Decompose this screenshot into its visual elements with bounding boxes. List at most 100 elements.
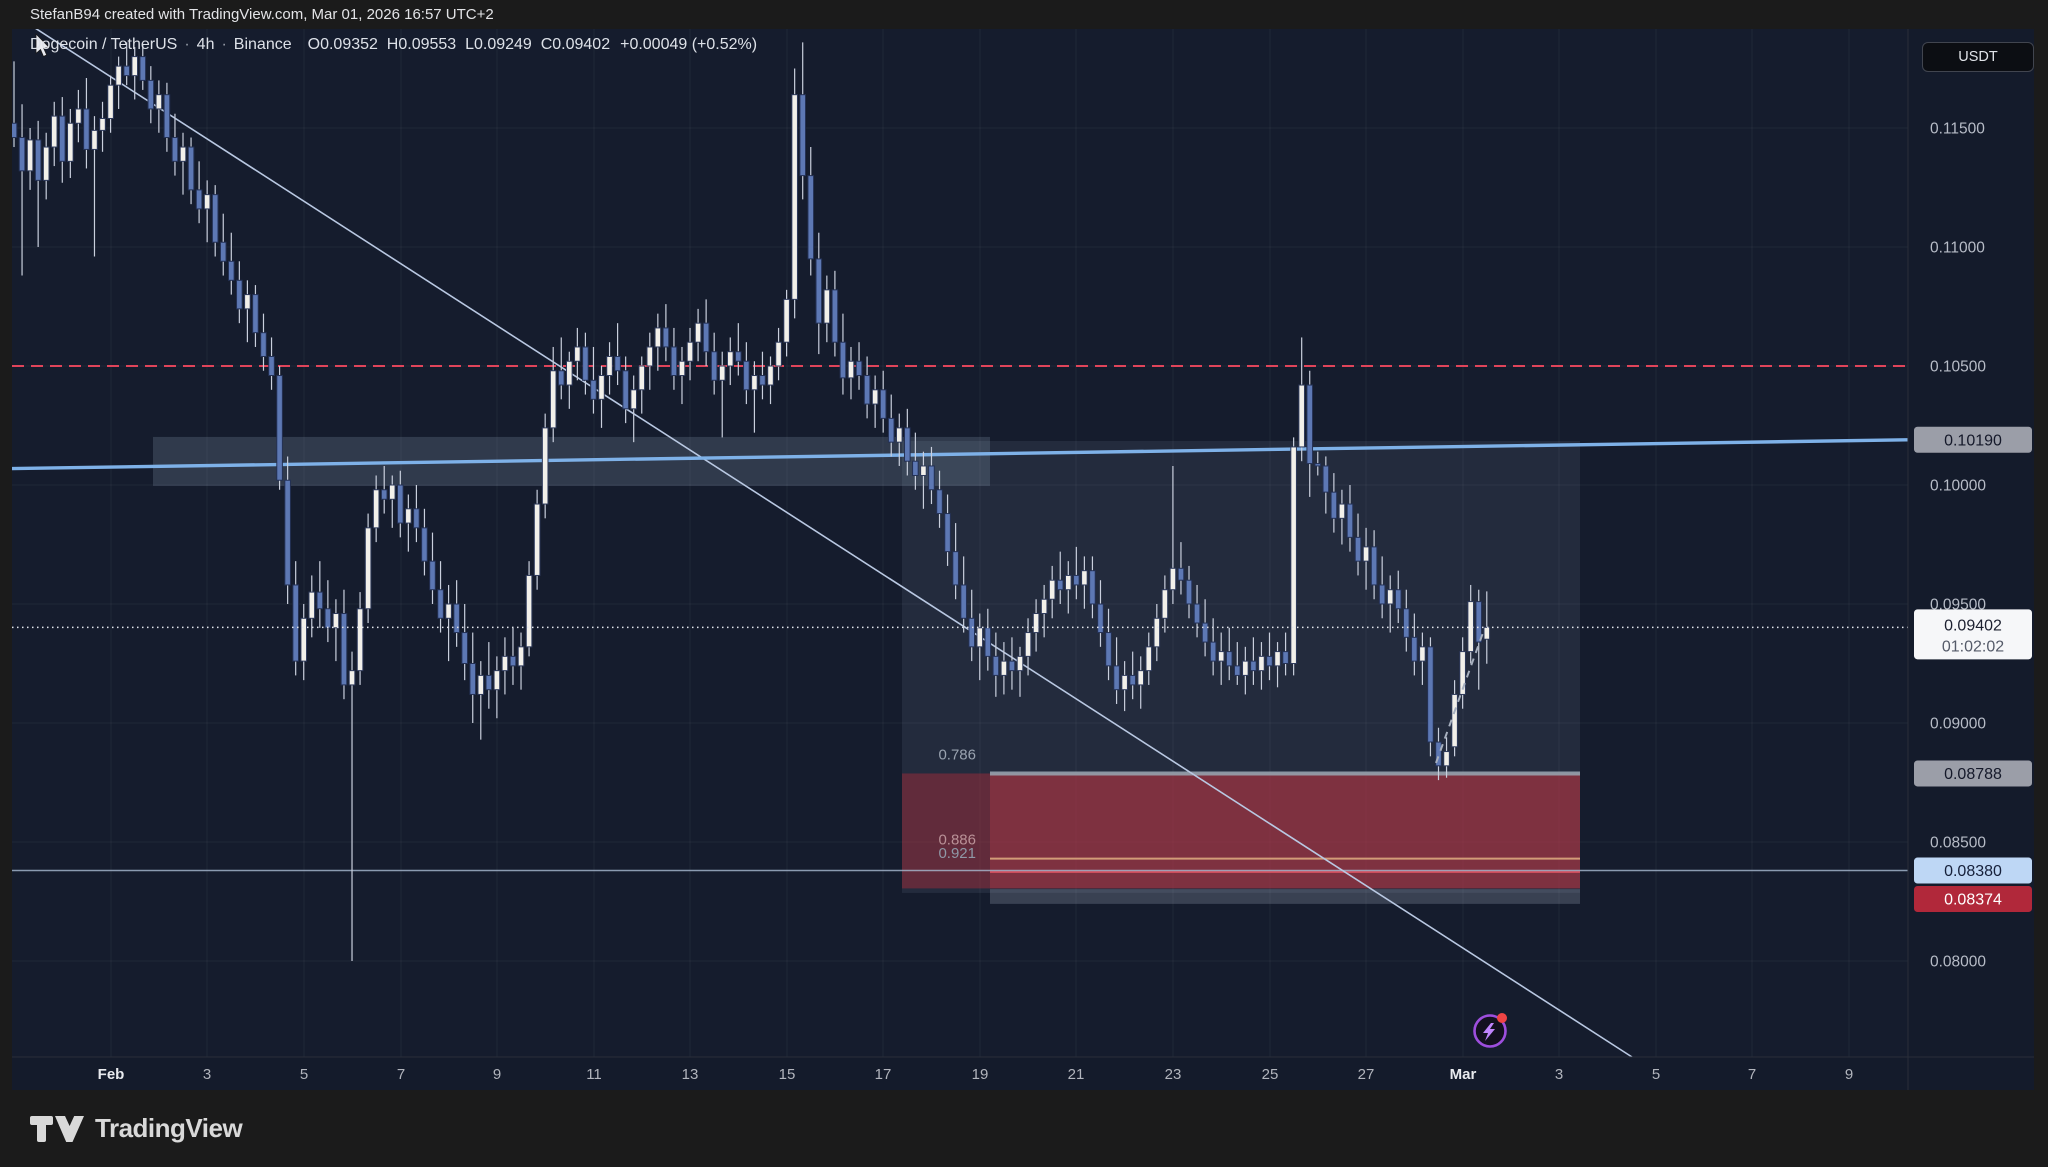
candle — [735, 351, 742, 362]
candle — [1137, 670, 1145, 686]
interval-label[interactable]: 4h — [196, 36, 215, 53]
candle — [50, 115, 58, 148]
price-tick-label: 0.10000 — [1930, 478, 1986, 495]
fib-band[interactable] — [902, 773, 1580, 889]
svg-text:0.08788: 0.08788 — [1944, 766, 2002, 783]
candle — [1129, 674, 1136, 686]
candle — [445, 603, 452, 619]
candle — [58, 115, 66, 162]
candle — [831, 289, 839, 343]
candle — [936, 489, 943, 515]
time-tick-label: 19 — [972, 1066, 989, 1083]
candle — [421, 527, 428, 562]
lightning-icon — [1483, 1023, 1495, 1041]
candle — [566, 360, 573, 386]
candle — [1145, 646, 1153, 672]
candle — [1346, 503, 1354, 538]
candle — [260, 332, 267, 357]
candle — [1209, 641, 1217, 662]
candle — [678, 360, 686, 377]
sticker-icon[interactable] — [1473, 1013, 1508, 1048]
ascending-trendline[interactable] — [12, 438, 1909, 471]
time-tick-label: 7 — [397, 1066, 405, 1083]
candle — [340, 613, 348, 686]
candle — [1322, 465, 1330, 493]
candle — [1475, 601, 1483, 643]
time-tick-label: 27 — [1358, 1066, 1375, 1083]
candle — [984, 627, 992, 657]
candle — [155, 94, 163, 110]
candle — [944, 513, 951, 553]
candle — [968, 617, 976, 648]
candle — [292, 584, 299, 662]
candle — [767, 365, 774, 386]
candle — [187, 146, 195, 191]
candle — [912, 460, 919, 476]
attribution-topbar: StefanB94 created with TradingView.com, … — [0, 0, 2048, 29]
candle — [1089, 570, 1096, 605]
exchange-label: Binance — [233, 36, 292, 53]
legend-separator: · — [184, 36, 190, 53]
candle — [1048, 579, 1056, 600]
candle — [300, 617, 308, 662]
candle — [783, 298, 790, 343]
candle — [638, 365, 646, 391]
candle — [364, 527, 372, 610]
candle — [557, 370, 565, 386]
candle — [1153, 617, 1161, 648]
candle — [493, 670, 501, 691]
candle — [397, 484, 404, 524]
currency-label: USDT — [1958, 49, 1998, 65]
candle — [598, 375, 605, 400]
candle — [115, 65, 122, 86]
tradingview-brand-text[interactable]: TradingView — [95, 1113, 243, 1143]
candle — [799, 94, 807, 177]
candle — [485, 674, 493, 691]
price-axis[interactable]: 0.11500 0.11000 0.10500 0.10000 0.09500 0.090… — [1914, 121, 2032, 971]
candle — [1008, 660, 1016, 672]
candle — [139, 56, 147, 81]
candle — [517, 646, 525, 667]
descending-trendline[interactable] — [35, 29, 1633, 1058]
svg-text:0.09402: 0.09402 — [1944, 617, 2002, 634]
price-axis-label: 0.08380 — [1914, 857, 2032, 884]
candle — [1451, 693, 1458, 748]
price-axis-label: 0.08788 — [1914, 760, 2032, 787]
candle — [1282, 651, 1289, 664]
candle — [574, 346, 581, 362]
candle — [308, 591, 316, 619]
candle — [1298, 384, 1305, 448]
candle — [702, 322, 710, 353]
symbol-legend[interactable]: Dogecoin / TetherUS · 4h · Binance O0.09… — [30, 34, 757, 56]
candle — [107, 84, 114, 119]
candle — [807, 175, 815, 260]
candle — [952, 551, 959, 586]
candle — [332, 613, 340, 629]
candle — [12, 122, 18, 139]
symbol-name[interactable]: Dogecoin / TetherUS — [30, 36, 178, 53]
candle — [163, 94, 171, 139]
candle — [1242, 660, 1249, 676]
time-tick-label: 5 — [1652, 1066, 1660, 1083]
candle — [614, 355, 621, 372]
time-tick-label: 17 — [875, 1066, 892, 1083]
price-tick-label: 0.11500 — [1930, 121, 1985, 138]
candle — [75, 108, 82, 124]
candle — [1443, 751, 1450, 767]
candle — [268, 355, 275, 377]
price-tick-label: 0.08000 — [1930, 954, 1986, 971]
candle — [179, 146, 187, 162]
time-tick-label: 25 — [1262, 1066, 1279, 1083]
candle — [18, 137, 26, 172]
chart-stage: 0.786 0.886 0.921 Feb 3 5 7 9 11 13 15 17 19 21 23 25 27… — [12, 29, 2034, 1090]
currency-toggle-button[interactable]: USDT — [1922, 42, 2034, 72]
time-axis[interactable]: Feb 3 5 7 9 11 13 15 17 19 21 23 25 27 Mar 3 5 7 9 — [98, 1066, 1854, 1083]
fib-level-label: 0.786 — [938, 746, 976, 763]
candle — [284, 479, 291, 586]
candle — [203, 194, 211, 210]
price-tick-label: 0.09500 — [1930, 597, 1986, 614]
projection-dashed-line[interactable] — [1435, 629, 1485, 764]
candle — [1258, 655, 1265, 672]
